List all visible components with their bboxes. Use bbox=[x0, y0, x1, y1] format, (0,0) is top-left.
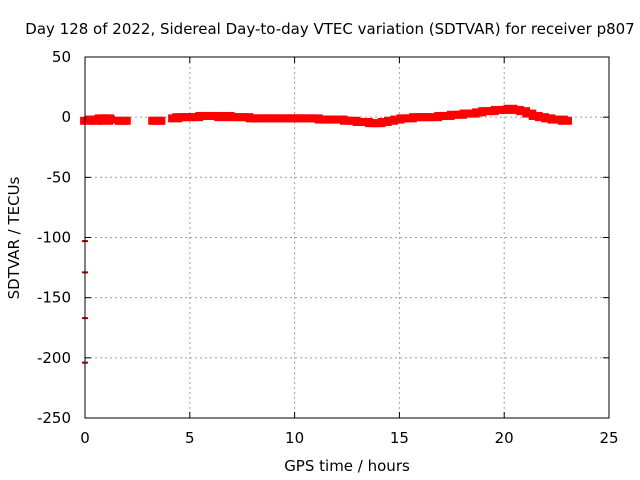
x-tick-label: 5 bbox=[185, 429, 195, 447]
data-points bbox=[80, 104, 572, 364]
plot-frame bbox=[84, 56, 610, 419]
x-tick-label: 0 bbox=[80, 429, 90, 447]
y-tick-label: -100 bbox=[37, 229, 71, 247]
x-tick-label: 15 bbox=[390, 429, 409, 447]
y-axis-label: SDTVAR / TECUs bbox=[5, 176, 23, 299]
x-tick-label: 25 bbox=[599, 429, 618, 447]
data-point bbox=[557, 116, 572, 125]
y-tick-label: 50 bbox=[52, 48, 71, 66]
x-tick-label: 10 bbox=[285, 429, 304, 447]
y-tick-label: -50 bbox=[47, 168, 72, 186]
y-tick-label: -150 bbox=[37, 289, 71, 307]
x-tick-labels: 0 5 10 15 20 25 bbox=[80, 429, 618, 447]
y-tick-label: 0 bbox=[61, 108, 71, 126]
data-point bbox=[101, 115, 116, 124]
chart-title: Day 128 of 2022, Sidereal Day-to-day VTE… bbox=[25, 20, 634, 38]
x-axis-label: GPS time / hours bbox=[284, 457, 410, 475]
x-tick-label: 20 bbox=[495, 429, 514, 447]
y-tick-label: -250 bbox=[37, 409, 71, 427]
data-point bbox=[151, 116, 166, 125]
y-tick-labels: 50 0 -50 -100 -150 -200 -250 bbox=[37, 48, 71, 427]
y-tick-label: -200 bbox=[37, 349, 71, 367]
data-point bbox=[116, 116, 131, 125]
